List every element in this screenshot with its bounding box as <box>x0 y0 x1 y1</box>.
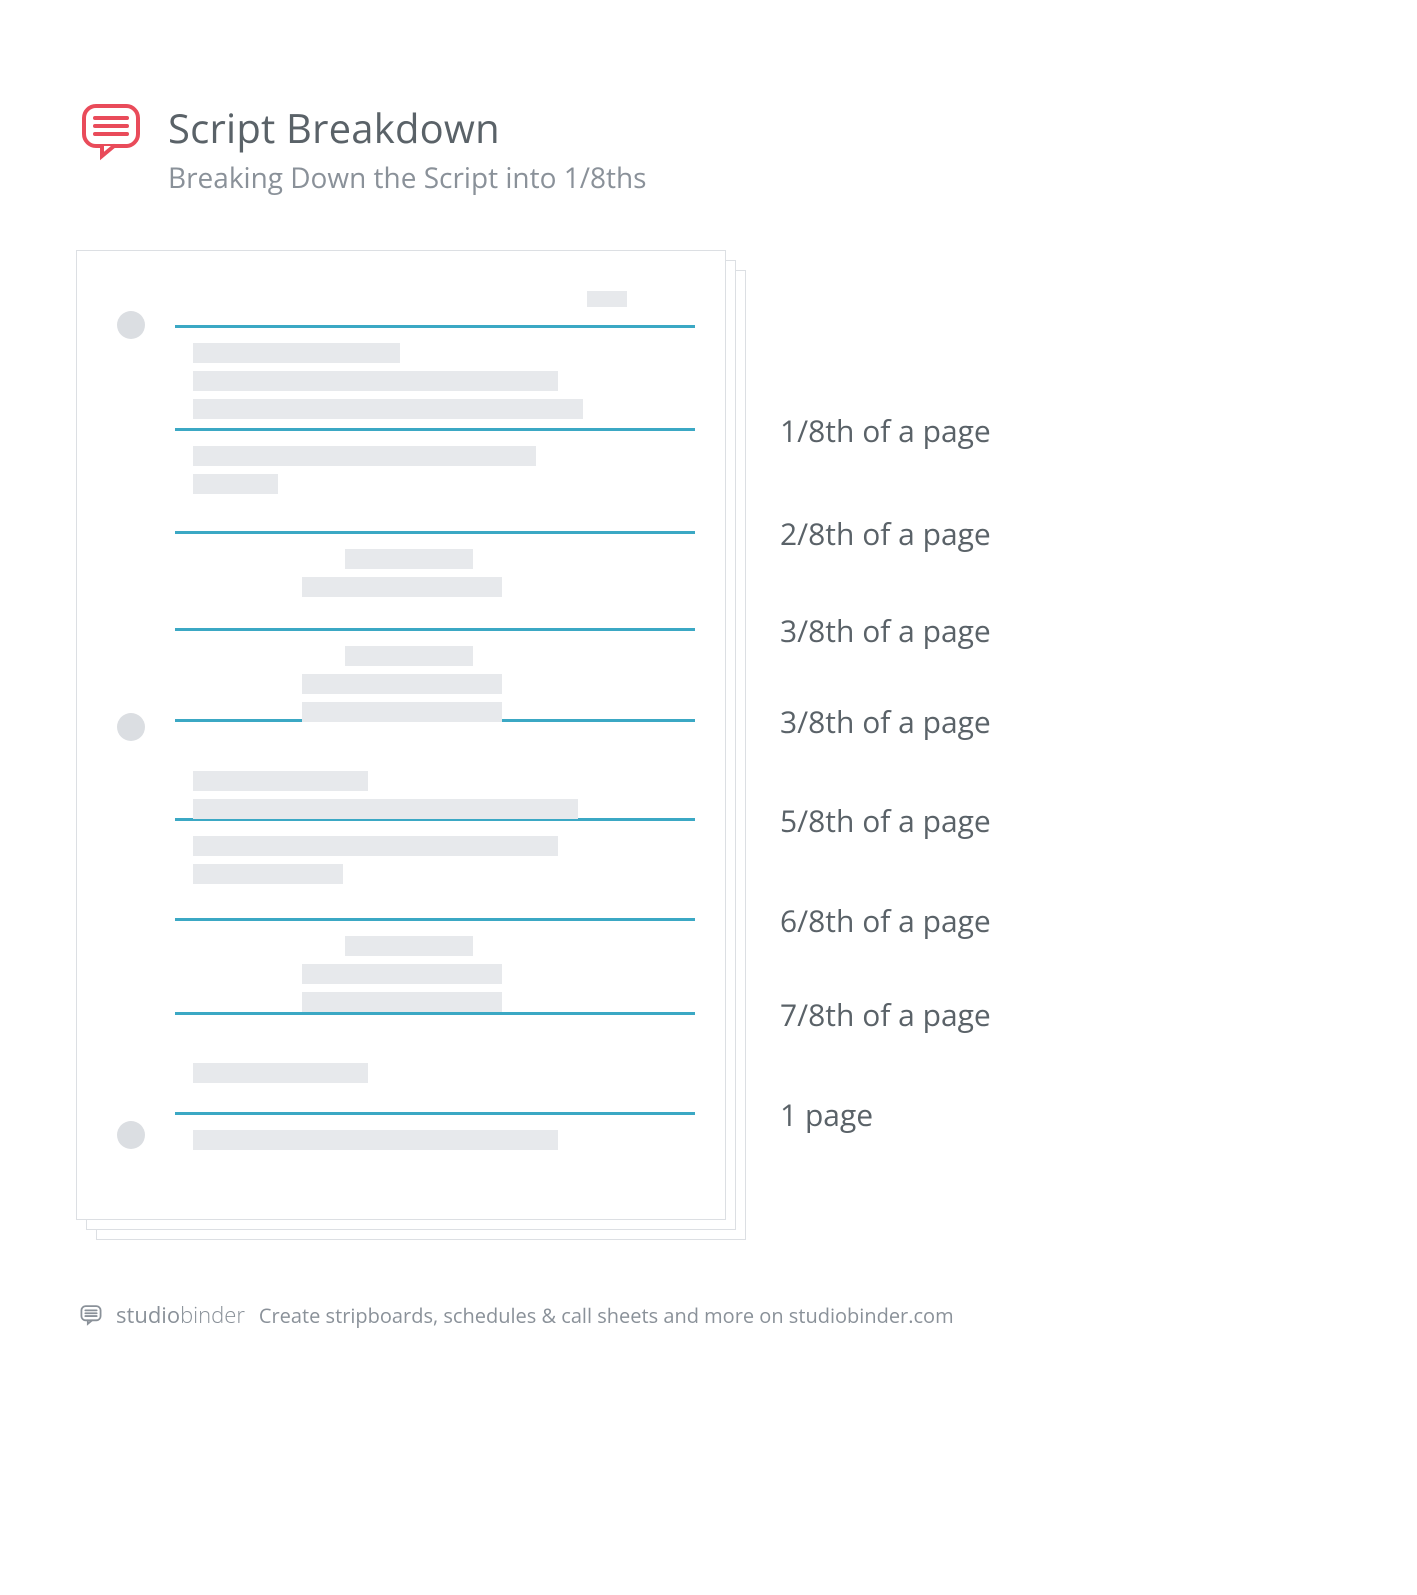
text-block-placeholder <box>193 446 536 466</box>
text-block-placeholder <box>345 646 473 666</box>
text-block-placeholder <box>193 771 368 791</box>
eighth-divider <box>175 1112 695 1115</box>
text-block-placeholder <box>587 291 627 307</box>
text-block-placeholder <box>193 864 343 884</box>
text-block-placeholder <box>193 474 278 494</box>
eighth-label: 1/8th of a page <box>780 410 991 451</box>
punch-hole <box>117 713 145 741</box>
text-block-placeholder <box>193 836 558 856</box>
eighth-label: 3/8th of a page <box>780 701 991 742</box>
text-block-placeholder <box>345 936 473 956</box>
eighth-divider <box>175 325 695 328</box>
chat-bubble-icon <box>80 100 142 162</box>
text-block-placeholder <box>302 964 502 984</box>
page-title: Script Breakdown <box>168 100 646 155</box>
eighth-divider <box>175 531 695 534</box>
header: Script Breakdown Breaking Down the Scrip… <box>80 100 646 197</box>
punch-hole <box>117 1121 145 1149</box>
page-sheet-front <box>76 250 726 1220</box>
text-block-placeholder <box>193 1063 368 1083</box>
eighth-divider <box>175 428 695 431</box>
footer-brand: studiobinder <box>116 1300 245 1330</box>
text-block-placeholder <box>193 343 400 363</box>
text-block-placeholder <box>345 549 473 569</box>
eighth-label: 6/8th of a page <box>780 900 991 941</box>
eighth-label: 2/8th of a page <box>780 513 991 554</box>
footer-tagline: Create stripboards, schedules & call she… <box>259 1302 954 1329</box>
eighth-label: 5/8th of a page <box>780 800 991 841</box>
footer: studiobinder Create stripboards, schedul… <box>80 1300 954 1330</box>
footer-logo-icon <box>80 1304 102 1326</box>
punch-hole <box>117 311 145 339</box>
eighth-divider <box>175 1012 695 1015</box>
text-block-placeholder <box>302 702 502 722</box>
page-subtitle: Breaking Down the Script into 1/8ths <box>168 159 646 197</box>
eighth-divider <box>175 918 695 921</box>
text-block-placeholder <box>193 371 558 391</box>
eighth-label: 1 page <box>780 1094 873 1135</box>
eighth-label: 3/8th of a page <box>780 610 991 651</box>
eighth-divider <box>175 628 695 631</box>
text-block-placeholder <box>193 399 583 419</box>
text-block-placeholder <box>193 1130 558 1150</box>
text-block-placeholder <box>193 799 578 819</box>
eighth-label: 7/8th of a page <box>780 994 991 1035</box>
text-block-placeholder <box>302 577 502 597</box>
text-block-placeholder <box>302 674 502 694</box>
page-stack <box>76 250 726 1220</box>
text-block-placeholder <box>302 992 502 1012</box>
